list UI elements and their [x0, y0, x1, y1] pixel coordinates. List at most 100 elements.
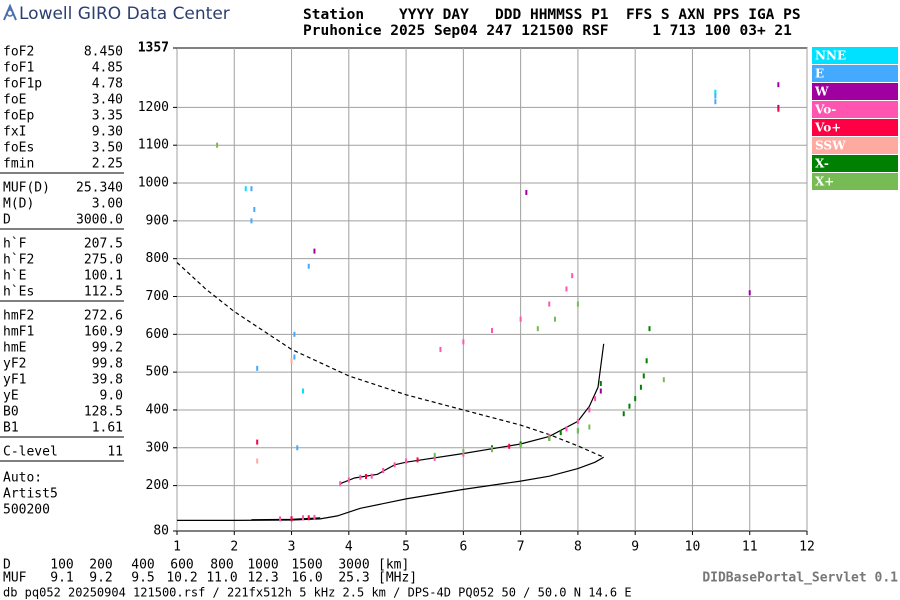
- param-name: fxI: [3, 125, 26, 140]
- echo-point: [576, 428, 579, 434]
- echo-point: [519, 316, 522, 322]
- legend-label: Vo+: [814, 121, 841, 135]
- y-tick-label: 1357: [138, 41, 169, 56]
- y-tick-label: 200: [146, 478, 169, 493]
- echo-point: [382, 467, 385, 473]
- echo-point: [642, 373, 645, 379]
- param-name: hmF1: [3, 325, 34, 340]
- x-tick-label: 11: [742, 540, 758, 555]
- param-value: 275.0: [84, 253, 123, 268]
- echo-point: [559, 430, 562, 436]
- footer-text: db pq052 20250904 121500.rsf / 221fx512h…: [3, 586, 632, 600]
- param-value: 4.85: [92, 61, 123, 76]
- echo-point: [525, 189, 528, 195]
- param-name: yF2: [3, 357, 26, 372]
- row-label: MUF: [3, 571, 27, 586]
- echo-point: [777, 82, 780, 88]
- x-tick-label: 9: [631, 540, 639, 555]
- echo-point: [359, 474, 362, 480]
- echo-point: [216, 142, 219, 148]
- legend-label: X+: [815, 175, 834, 189]
- echo-point: [462, 449, 465, 455]
- param-name: foF1: [3, 61, 34, 76]
- row-value: 400: [131, 558, 154, 573]
- x-tick-label: 1: [173, 540, 181, 555]
- y-tick-label: 700: [146, 289, 169, 304]
- echo-point: [433, 452, 436, 458]
- echo-point: [250, 186, 253, 192]
- legend-swatch: [812, 65, 898, 82]
- profile-curve: [176, 262, 604, 458]
- echo-point: [588, 407, 591, 413]
- echo-point: [714, 89, 717, 95]
- logo-text: Lowell GIRO Data Center: [19, 4, 230, 24]
- legend-swatch: [812, 83, 898, 100]
- x-tick-label: 4: [345, 540, 353, 555]
- param-name: hmE: [3, 341, 26, 356]
- echo-point: [462, 339, 465, 345]
- param-value: 160.9: [84, 325, 123, 340]
- row-value: 9.2: [89, 571, 112, 586]
- param-name: foF2: [3, 45, 34, 60]
- param-value: 3.50: [92, 141, 123, 156]
- legend-label: X-: [815, 157, 829, 171]
- echo-point: [508, 443, 511, 449]
- param-value: 3000.0: [76, 213, 123, 228]
- param-name: h`E: [3, 269, 26, 284]
- param-name: yF1: [3, 373, 26, 388]
- echo-point: [565, 426, 568, 432]
- row-unit: [MHz]: [378, 571, 417, 586]
- param-value: 1.61: [92, 421, 123, 436]
- param-value: 112.5: [84, 285, 123, 300]
- y-tick-label: 1200: [138, 100, 169, 115]
- param-name: foEs: [3, 141, 34, 156]
- row-value: 1000: [247, 558, 278, 573]
- row-label: D: [3, 558, 11, 573]
- echo-point: [416, 457, 419, 463]
- row-value: 3000: [338, 558, 369, 573]
- echo-point: [296, 445, 299, 451]
- echo-point: [645, 358, 648, 364]
- echo-point: [554, 316, 556, 322]
- echo-point: [491, 446, 493, 452]
- row-value: 100: [50, 558, 73, 573]
- header-row: Pruhonice 2025 Sep04 247 121500 RSF 1 71…: [303, 23, 792, 39]
- echo-point: [347, 477, 350, 483]
- row-value: 9.5: [131, 571, 154, 586]
- echo-point: [748, 290, 751, 296]
- logo-icon: [3, 3, 17, 21]
- y-tick-label: 900: [146, 213, 169, 228]
- row-value: 600: [170, 558, 193, 573]
- param-value: 3.00: [92, 197, 123, 212]
- scaling-line: 500200: [3, 503, 50, 518]
- echo-point: [594, 396, 597, 402]
- echo-point: [622, 411, 625, 417]
- param-name: B1: [3, 421, 19, 436]
- echo-point: [256, 458, 259, 464]
- legend-swatch: [812, 155, 898, 172]
- param-value: 128.5: [84, 405, 123, 420]
- param-value: 9.0: [100, 389, 123, 404]
- echo-point: [599, 380, 602, 386]
- y-tick-label: 1000: [138, 176, 169, 191]
- param-name: h`F2: [3, 253, 34, 268]
- row-value: 200: [89, 558, 112, 573]
- param-name: h`F: [3, 237, 27, 252]
- x-tick-label: 5: [402, 540, 410, 555]
- param-name: foE: [3, 93, 26, 108]
- x-tick-label: 10: [685, 540, 701, 555]
- echo-point: [519, 443, 522, 449]
- row-value: 10.2: [166, 571, 197, 586]
- echo-point: [256, 439, 259, 445]
- echo-point: [491, 328, 493, 334]
- param-value: 39.8: [92, 373, 123, 388]
- row-value: 11.0: [206, 571, 237, 586]
- param-name: C-level: [3, 445, 58, 460]
- scaling-line: Auto:: [3, 471, 42, 486]
- echo-point: [536, 326, 539, 332]
- param-value: 8.450: [84, 45, 123, 60]
- legend-label: W: [814, 85, 829, 99]
- echo-point: [339, 481, 342, 487]
- legend-label: NNE: [815, 49, 846, 63]
- legend-swatch: [812, 101, 898, 118]
